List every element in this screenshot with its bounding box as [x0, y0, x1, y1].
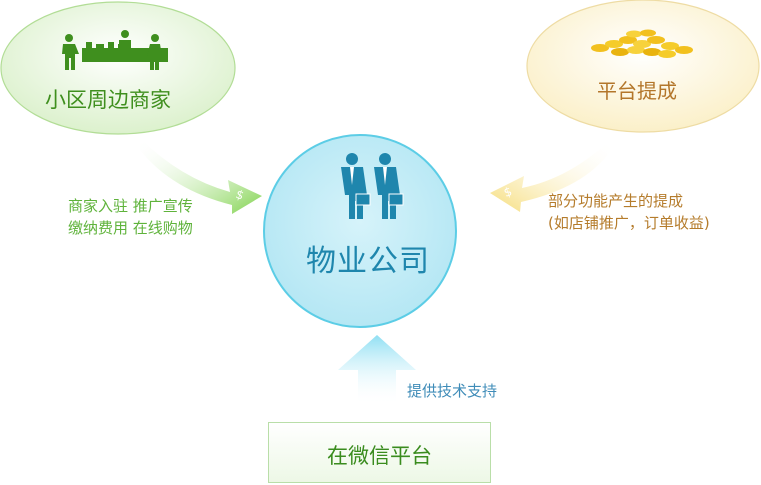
dollar-sign-icon: $ — [502, 184, 514, 200]
platform-edge-note: 部分功能产生的提成 (如店铺推广，订单收益) — [548, 190, 710, 234]
dollar-sign-icon: $ — [234, 187, 246, 203]
wechat-platform-node: 在微信平台 — [268, 422, 491, 483]
property-company-node-shape — [263, 134, 457, 328]
merchant-node-shape — [0, 1, 236, 135]
merchant-edge-note-line: 商家入驻 推广宣传 — [68, 197, 193, 215]
merchant-to-company-arrow — [140, 138, 262, 214]
gold-coins-icon — [591, 29, 693, 58]
wechat-to-company-arrow — [338, 335, 416, 405]
wechat-platform-label: 在微信平台 — [327, 444, 432, 468]
platform-edge-note-line: 部分功能产生的提成 — [548, 192, 684, 210]
platform-node-shape — [526, 0, 760, 133]
platform-edge-note-line: (如店铺推广，订单收益) — [548, 214, 710, 232]
property-company-label: 物业公司 — [306, 244, 430, 279]
wechat-edge-note: 提供技术支持 — [407, 382, 498, 400]
business-people-icon — [341, 153, 404, 219]
platform-node-label: 平台提成 — [597, 79, 677, 103]
platform-to-company-arrow — [490, 140, 610, 212]
merchant-edge-note-line: 缴纳费用 在线购物 — [68, 219, 193, 237]
merchant-edge-note: 商家入驻 推广宣传 缴纳费用 在线购物 — [68, 195, 193, 239]
shopkeepers-icon — [62, 30, 168, 70]
merchant-node-label: 小区周边商家 — [45, 88, 171, 112]
